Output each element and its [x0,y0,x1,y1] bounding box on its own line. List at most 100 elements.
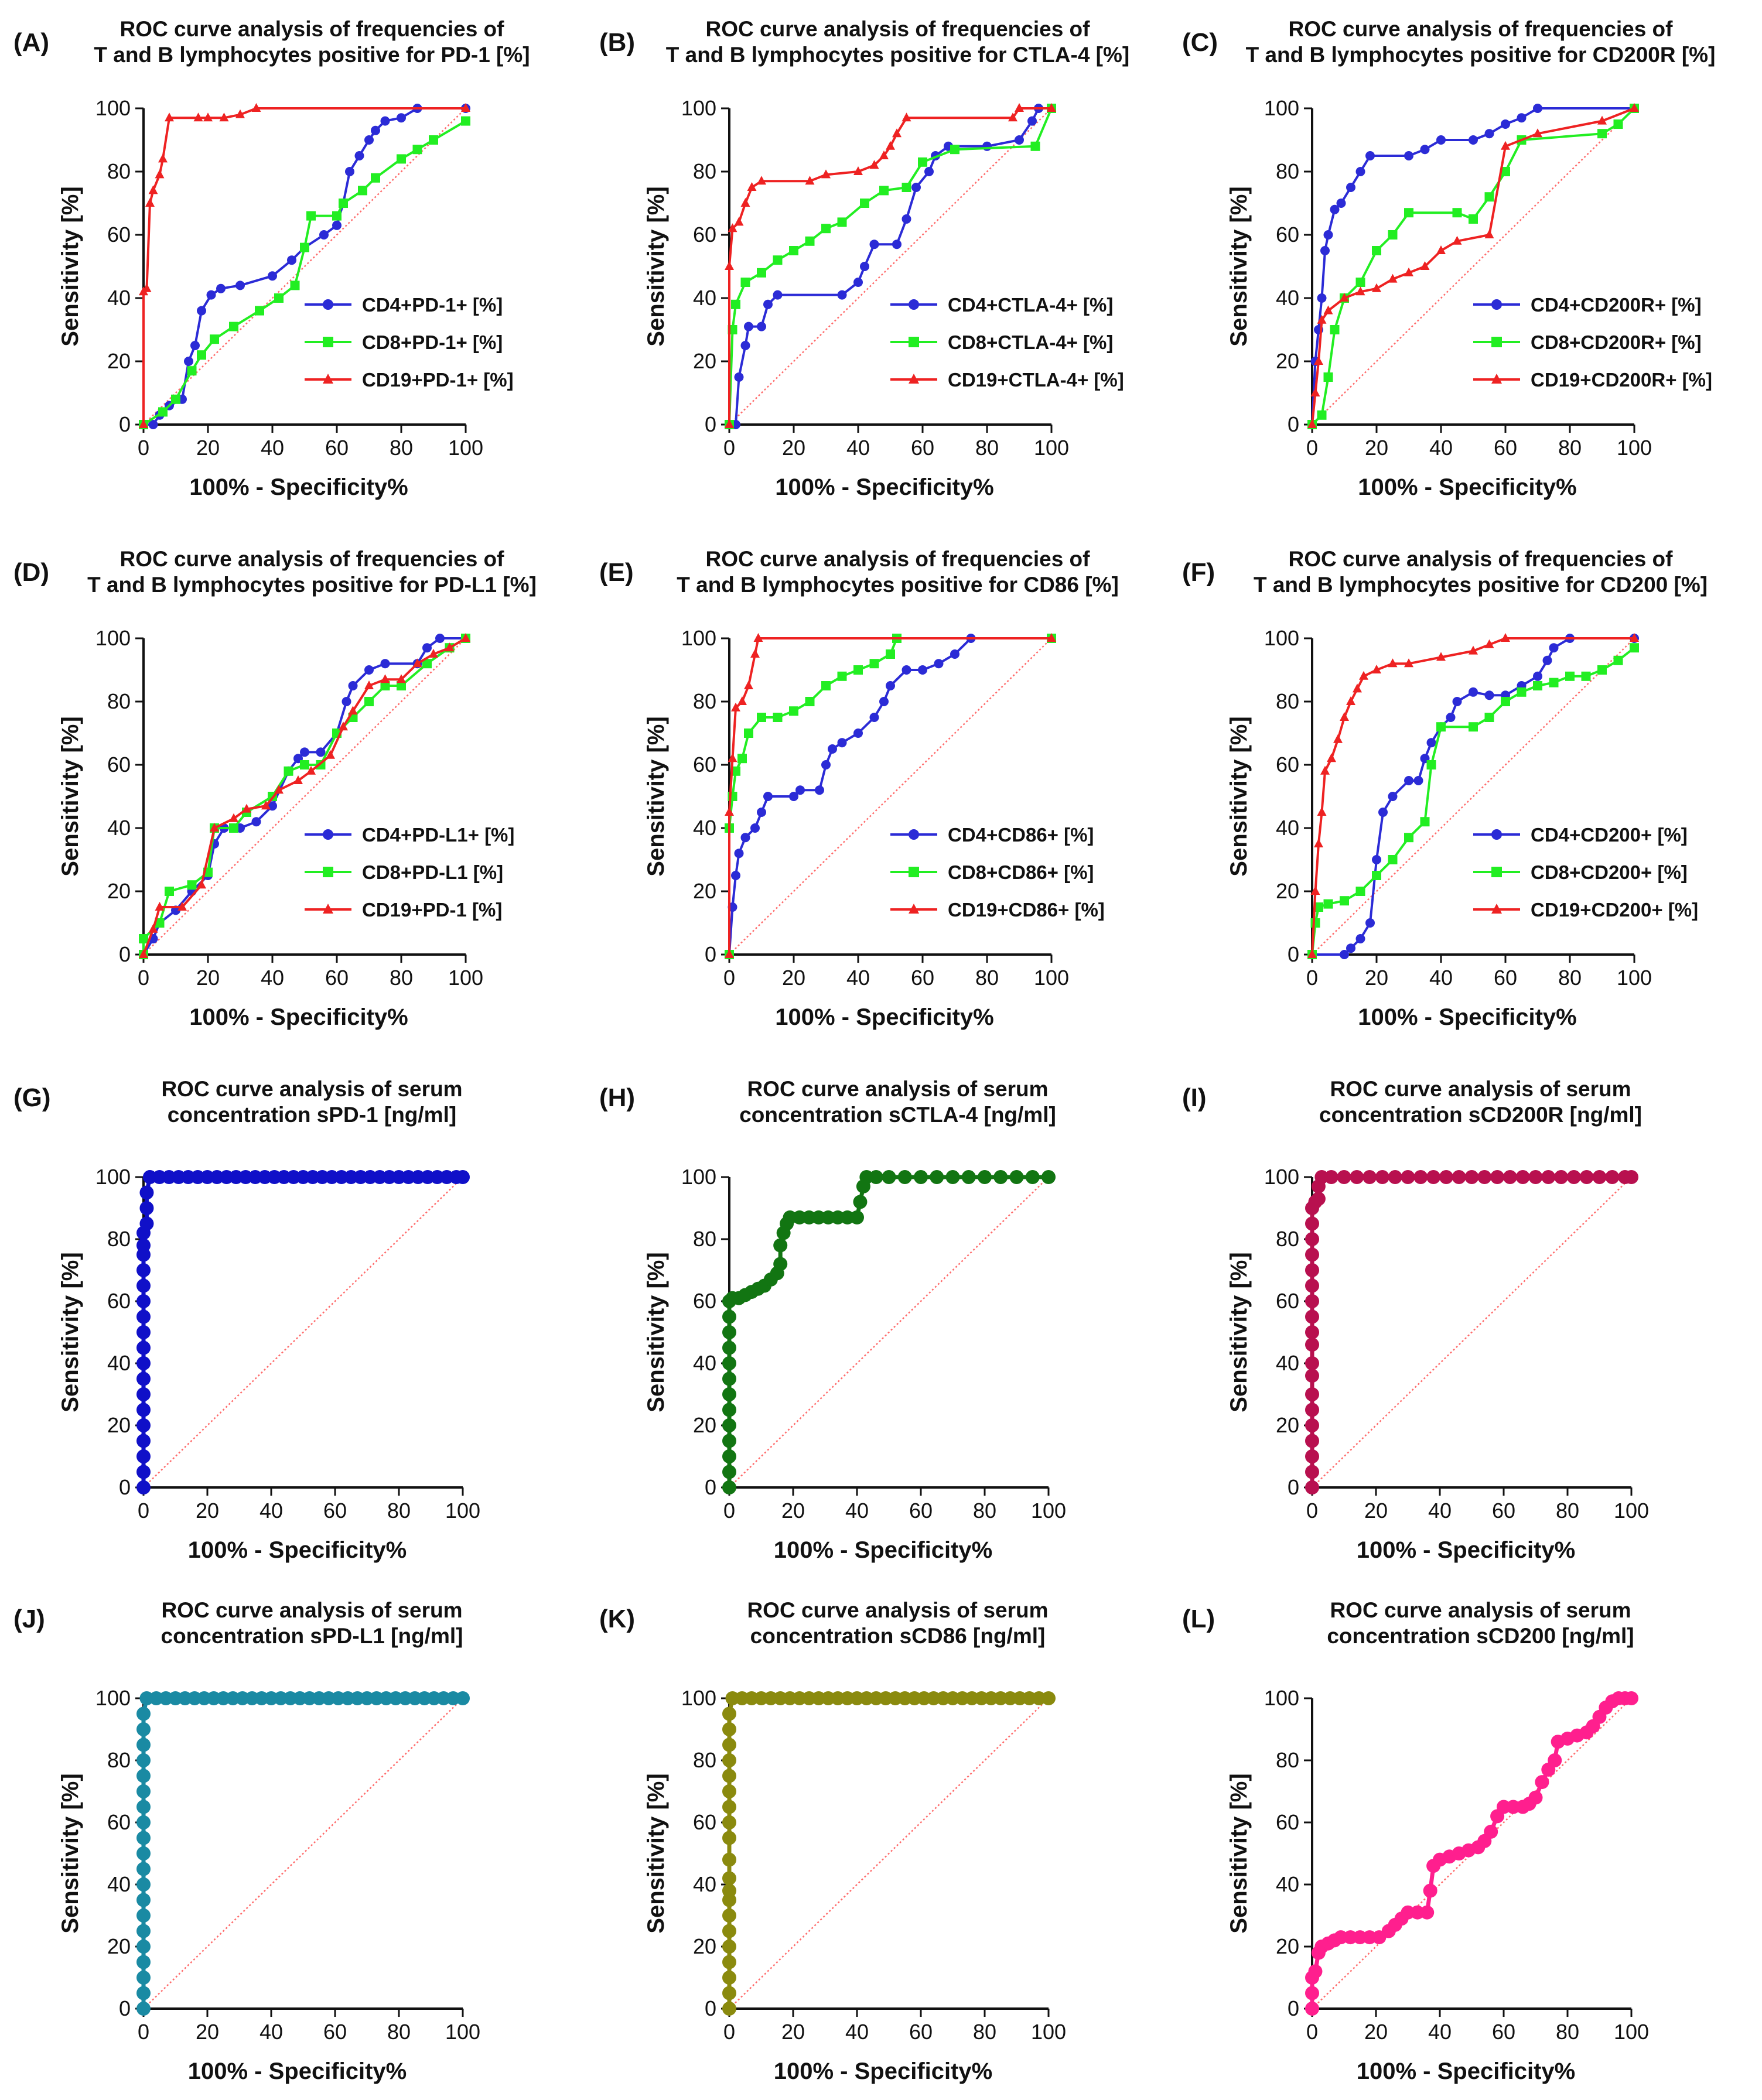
data-point [136,1434,151,1448]
y-tick-label: 80 [1276,1748,1299,1772]
chart-panel: (J) ROC curve analysis of serum concentrat… [9,1581,586,2096]
data-point [136,1800,151,1814]
data-point [747,182,757,191]
series-2 [1307,643,1639,959]
data-point [918,665,927,675]
legend-label: CD4+CD200+ [%] [1531,824,1688,846]
data-point [306,765,316,775]
data-point [945,1170,960,1184]
data-point [1008,112,1017,122]
data-point [731,871,740,880]
series-2 [139,634,470,959]
data-point [1323,899,1333,909]
series-1 [725,634,1056,959]
data-point [1426,738,1436,748]
series-3 [139,633,470,958]
x-axis-label: 100% - Specificity% [1357,1537,1576,1563]
data-point [197,306,206,316]
data-point [1372,871,1381,880]
data-point [203,112,213,122]
x-tick-label: 80 [1556,2020,1579,2044]
data-point [1307,419,1317,428]
data-point [348,681,358,690]
data-point [136,1325,151,1339]
data-point [879,151,889,159]
y-tick-label: 100 [1264,1686,1299,1710]
panel-label: (D) [13,558,50,587]
data-point [1305,1465,1319,1479]
data-point [1310,918,1320,928]
data-point [136,1238,151,1253]
data-point [1503,1170,1517,1184]
data-point [892,240,902,249]
chart-title-line: ROC curve analysis of frequencies of [119,547,504,571]
chart-title-line: T and B lymphocytes positive for PD-1 [%… [94,43,530,67]
data-point [339,199,348,208]
panel-label: (B) [599,28,636,57]
data-point [1426,760,1436,769]
data-point [1030,141,1040,151]
data-point [1542,655,1552,665]
data-point [242,803,251,813]
data-point [268,801,277,811]
data-point [1597,665,1607,675]
data-point [1305,1403,1319,1417]
data-point [268,271,277,281]
data-point [722,1769,736,1783]
legend-marker [909,904,919,914]
y-tick-label: 100 [681,96,716,120]
data-point [722,1480,736,1494]
data-point [422,659,432,669]
roc-plot: 0 20 40 60 80 100 0 20 40 60 80 100 100% - Specifici… [57,1165,480,1563]
x-tick-label: 40 [261,966,284,990]
chart-panel: (G) ROC curve analysis of serum concentrat… [9,1060,586,1575]
data-point [1317,293,1327,303]
series-line [1311,107,1635,425]
data-point [728,753,737,762]
data-point [397,154,406,164]
data-point [1350,1170,1364,1184]
data-point [380,659,390,669]
data-point [882,1170,896,1184]
x-tick-label: 100 [1617,436,1652,460]
data-point [136,1278,151,1293]
data-point [255,306,264,316]
y-tick-label: 60 [1276,1810,1299,1834]
chart-title-line: T and B lymphocytes positive for PD-L1 [… [87,573,537,597]
y-tick-label: 0 [1288,942,1299,966]
y-tick-label: 20 [107,879,131,903]
legend-marker [909,337,919,347]
y-axis-label: Sensitivity [%] [643,1252,669,1412]
data-point [934,659,944,669]
data-point [412,145,422,155]
y-tick-label: 60 [693,1289,716,1313]
data-point [1528,1170,1543,1184]
data-point [1404,208,1413,218]
reference-diagonal [729,1176,1049,1488]
data-point [982,141,992,151]
reference-diagonal [143,1698,463,2009]
y-tick-label: 100 [95,1165,131,1189]
data-point [136,1971,151,1985]
legend-label: CD19+CTLA-4+ [%] [948,369,1124,391]
data-point [1613,119,1623,129]
data-point [136,1986,151,2000]
data-point [1042,1170,1056,1184]
data-point [728,223,737,232]
chart-title: ROC curve analysis of serum concentration… [1213,1598,1749,1649]
data-point [1340,950,1349,959]
x-tick-label: 80 [387,1499,411,1523]
data-point [1311,1192,1326,1206]
y-tick-label: 20 [1276,1934,1299,1958]
data-point [837,217,847,227]
data-point [722,1800,736,1814]
chart-title-line: T and B lymphocytes positive for CD200 [… [1253,573,1708,597]
data-point [731,299,740,309]
data-point [1388,658,1398,668]
data-point [897,1170,912,1184]
data-point [461,103,470,112]
y-tick-label: 60 [1276,753,1299,777]
series-3 [725,633,1056,958]
data-point [795,785,805,795]
data-point [364,697,374,706]
